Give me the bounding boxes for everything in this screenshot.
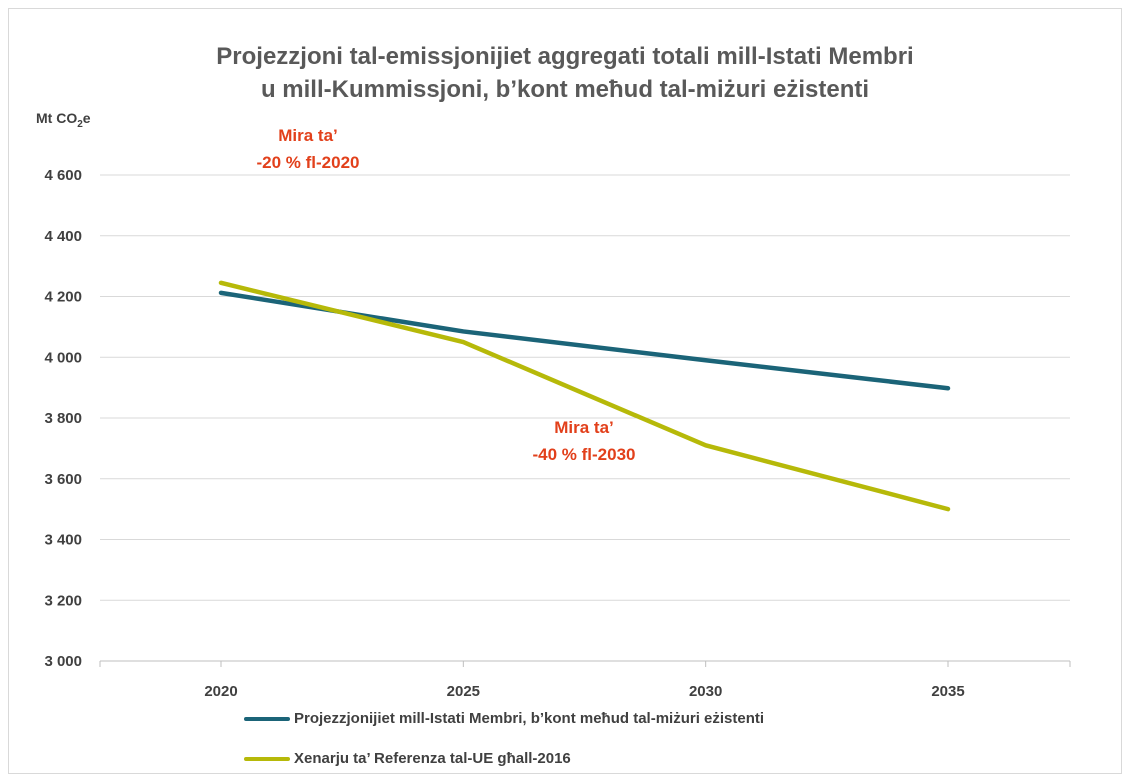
annotation-target-2030: Mira ta’ -40 % fl-2030 xyxy=(484,414,684,468)
y-tick-label: 4 400 xyxy=(44,228,82,245)
annotation-target-2020: Mira ta’ -20 % fl-2020 xyxy=(208,122,408,176)
series-line-eu-reference xyxy=(218,280,951,512)
x-tick-label: 2030 xyxy=(689,683,722,700)
y-axis-unit-label: Mt CO2e xyxy=(36,110,91,130)
y-tick-label: 3 600 xyxy=(44,471,82,488)
chart-frame xyxy=(8,8,1122,774)
legend-swatch-member-states xyxy=(244,716,290,721)
y-tick-label: 3 000 xyxy=(44,653,82,670)
chart-title: Projezzjoni tal-emissjonijiet aggregati … xyxy=(0,40,1130,106)
legend-label-member-states: Projezzjonijiet mill-Istati Membri, b’ko… xyxy=(294,710,765,727)
gridlines xyxy=(100,174,1070,662)
annotation-2030-line-1: Mira ta’ xyxy=(554,418,614,437)
y-tick-label: 4 200 xyxy=(44,289,82,306)
y-unit-subscript: 2 xyxy=(77,118,83,130)
chart-title-line-2: u mill-Kummissjoni, b’kont meħud tal-miż… xyxy=(260,76,870,103)
legend-item-member-states: Projezzjonijiet mill-Istati Membri, b’ko… xyxy=(244,710,764,727)
y-unit-tail: e xyxy=(82,110,91,126)
y-tick-label: 3 400 xyxy=(44,532,82,549)
series-line-member-states xyxy=(218,290,951,391)
legend-swatch-eu-reference xyxy=(244,756,290,761)
annotation-2030-line-2: -40 % fl-2030 xyxy=(532,445,636,464)
x-tick-label: 2025 xyxy=(447,683,480,700)
legend-item-eu-reference: Xenarju ta’ Referenza tal-UE għall-2016 xyxy=(244,750,571,767)
chart-title-line-1: Projezzjoni tal-emissjonijiet aggregati … xyxy=(216,43,914,70)
y-tick-label: 4 000 xyxy=(44,349,82,366)
y-tick-label: 3 200 xyxy=(44,592,82,609)
series-lines xyxy=(218,280,951,512)
x-tick-label: 2035 xyxy=(931,683,964,700)
x-tick-label: 2020 xyxy=(204,683,237,700)
y-tick-label: 3 800 xyxy=(44,410,82,427)
y-tick-label: 4 600 xyxy=(44,167,82,184)
legend-label-eu-reference: Xenarju ta’ Referenza tal-UE għall-2016 xyxy=(294,750,571,767)
y-unit-main: Mt CO xyxy=(36,110,78,126)
annotation-2020-line-1: Mira ta’ xyxy=(278,126,338,145)
annotation-2020-line-2: -20 % fl-2020 xyxy=(256,153,360,172)
axes: 3 000 3 200 3 400 3 600 3 800 4 000 4 200 4 400… xyxy=(44,167,1071,700)
